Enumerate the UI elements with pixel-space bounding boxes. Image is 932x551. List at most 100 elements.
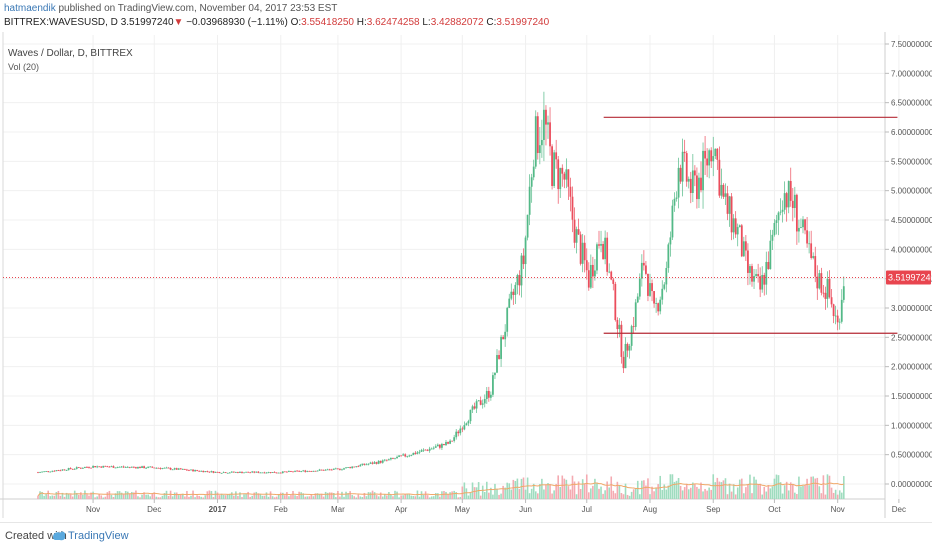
volume-bar (496, 489, 498, 499)
candle-body (463, 425, 466, 430)
volume-bar (422, 495, 425, 499)
volume-bar (261, 495, 264, 499)
volume-bar (492, 494, 494, 499)
volume-bar (843, 476, 845, 499)
candle-body (334, 468, 337, 470)
author-link[interactable]: hatmaendik (4, 3, 56, 14)
volume-bar (614, 493, 617, 499)
candle-body (655, 303, 658, 304)
volume-bar (639, 494, 641, 499)
volume-bar (420, 491, 423, 499)
volume-bar (84, 490, 86, 499)
volume-bar (377, 496, 380, 499)
candle-body (120, 466, 123, 468)
chart-area[interactable]: 7.50000000 7.00000000 6.50000000 6.00000000… (0, 32, 932, 520)
candle-body (675, 197, 678, 199)
volume-bar (396, 491, 398, 499)
candle-body (659, 299, 662, 312)
candle-body (830, 297, 833, 305)
candle-body (275, 472, 278, 474)
candle-body (167, 467, 170, 469)
volume-bar (402, 495, 404, 499)
candle-body (263, 472, 266, 474)
candle-body (406, 455, 409, 457)
x-tick-label: Apr (395, 505, 408, 514)
candle-body (175, 468, 178, 470)
price-chart[interactable]: 7.50000000 7.00000000 6.50000000 6.00000000… (0, 32, 932, 520)
x-axis-ticks: Nov Dec 2017 Feb Mar Apr May Jun Jul Aug Sep Oct Nov… (86, 499, 906, 514)
volume-bar (406, 494, 409, 499)
volume-bar (337, 491, 339, 499)
volume-bar (673, 481, 676, 499)
candle-body (128, 466, 131, 468)
volume-bar (137, 496, 139, 499)
volume-bar (198, 495, 200, 499)
volume-bar (432, 496, 435, 499)
candle-body (69, 468, 72, 469)
volume-bar (618, 485, 621, 499)
candle-body (253, 471, 256, 473)
volume-bar (481, 485, 484, 499)
volume-bar (667, 485, 670, 499)
volume-bar (645, 485, 647, 499)
candle-body (565, 169, 568, 180)
volume-bar (641, 480, 643, 499)
volume-bar (275, 496, 278, 499)
candle-body (65, 470, 68, 471)
candle-body (561, 167, 564, 174)
volume-bar (149, 496, 151, 499)
candle-body (795, 194, 798, 232)
horizontal-levels[interactable] (603, 116, 898, 334)
volume-bar (357, 494, 360, 499)
candle-body (832, 304, 835, 316)
volume-bar (687, 489, 690, 499)
candle-body (257, 471, 260, 473)
candle-body (508, 298, 511, 308)
volume-bar (135, 490, 137, 499)
candle-body (485, 390, 488, 399)
candle-body (126, 466, 129, 468)
volume-bar (628, 495, 631, 499)
y-tick-label: 7.00000000 (891, 69, 932, 78)
volume-bar (308, 496, 311, 499)
volume-bar (490, 487, 492, 499)
candle-body (538, 145, 541, 154)
candle-body (428, 448, 431, 451)
volume-bar (177, 495, 180, 499)
candle-body (779, 211, 782, 213)
candle-body (665, 267, 668, 285)
volume-bar (194, 497, 196, 499)
candle-body (135, 467, 137, 469)
candle-body (828, 278, 831, 298)
candle-body (720, 184, 723, 196)
publish-info: published on TradingView.com, November 0… (58, 3, 338, 14)
volume-bar (840, 492, 843, 499)
volume-bar (796, 493, 798, 499)
x-tick-label: Oct (768, 505, 781, 514)
candle-body (785, 193, 788, 208)
candle-body (455, 431, 458, 438)
volume-bar (116, 491, 119, 499)
candle-body (59, 470, 62, 472)
tradingview-link[interactable]: TradingView (68, 530, 129, 542)
volume-bar (506, 482, 508, 499)
volume-bar (37, 495, 39, 499)
volume-bar (296, 496, 298, 499)
volume-bar (608, 487, 610, 499)
volume-bar (547, 483, 549, 499)
candle-body (571, 196, 574, 220)
volume-bar (41, 491, 43, 499)
volume-bar (310, 494, 313, 499)
volume-bar (330, 492, 333, 499)
volume-bar (214, 490, 217, 499)
candle-body (210, 471, 213, 473)
volume-bar (102, 497, 105, 499)
volume-bar (67, 493, 70, 499)
candle-body (710, 150, 713, 162)
tradingview-logo-icon[interactable] (52, 529, 66, 548)
volume-bar (63, 496, 66, 499)
volume-bar (263, 495, 266, 499)
volume-bar (288, 496, 290, 499)
candle-body (614, 283, 617, 321)
volume-bar (698, 488, 700, 499)
